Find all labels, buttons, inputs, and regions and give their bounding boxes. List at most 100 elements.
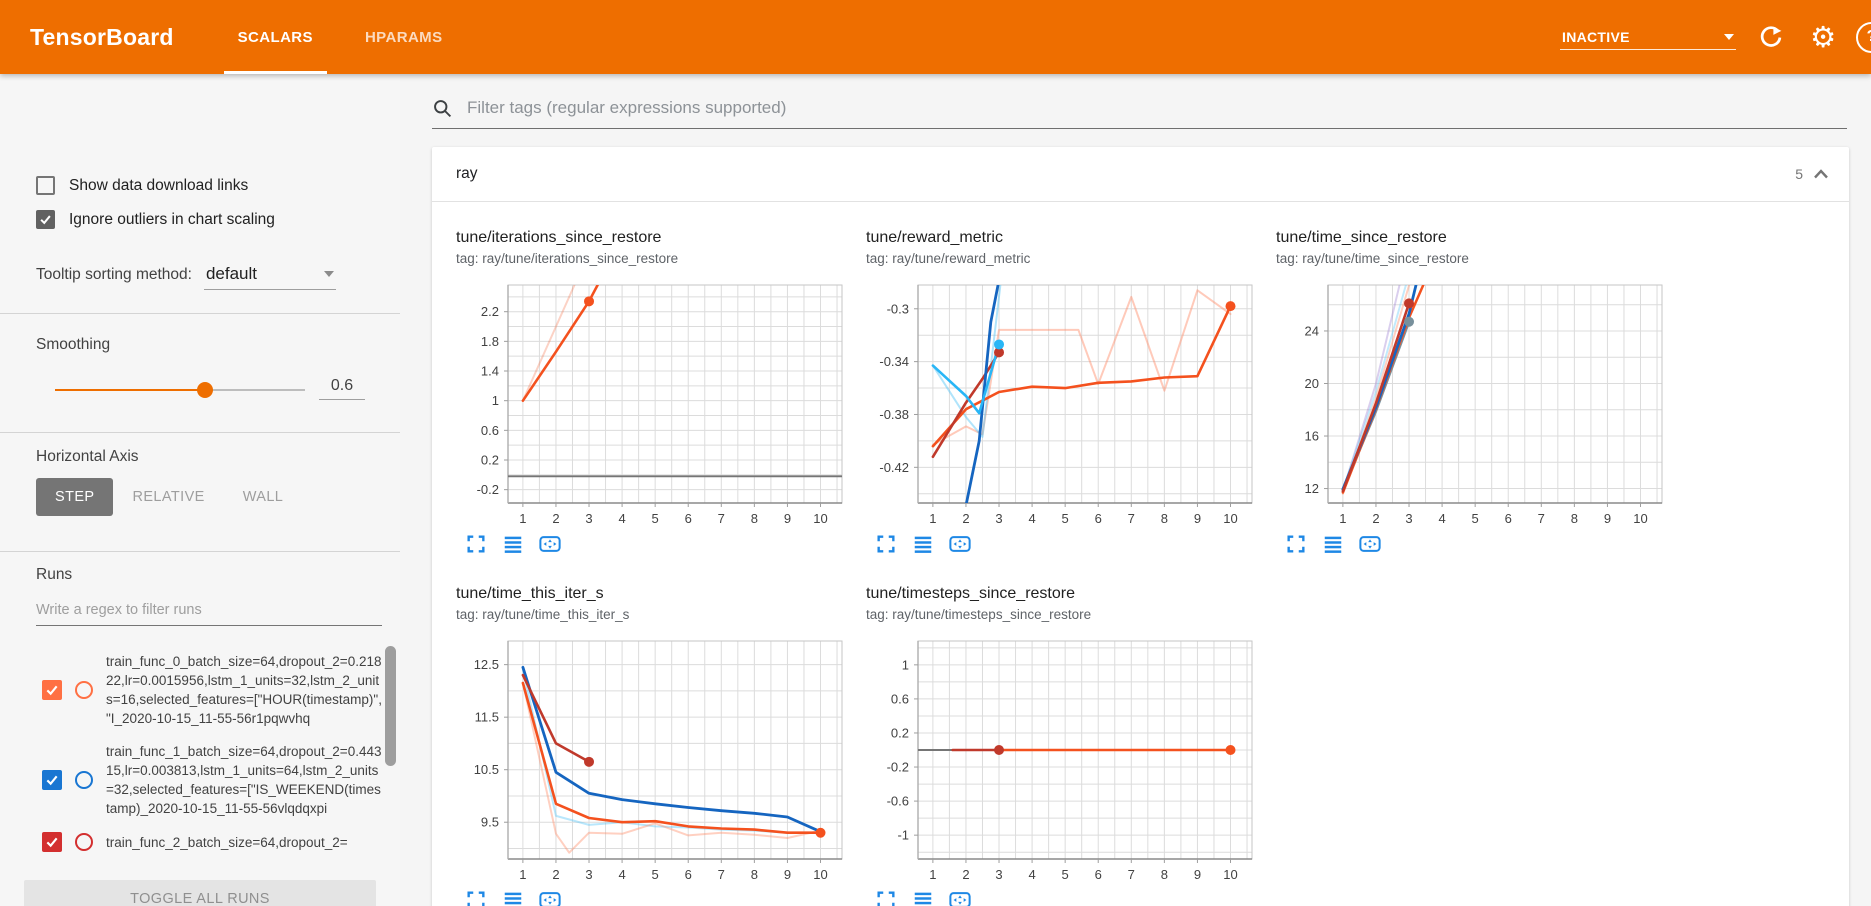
- svg-text:3: 3: [1405, 511, 1412, 526]
- ignore-outliers-checkbox-row[interactable]: Ignore outliers in chart scaling: [36, 210, 275, 229]
- svg-text:-0.38: -0.38: [879, 407, 909, 422]
- run-item-0[interactable]: train_func_0_batch_size=64,dropout_2=0.2…: [0, 640, 400, 728]
- charts-grid: tune/iterations_since_restore tag: ray/tu…: [432, 202, 1849, 906]
- fullscreen-icon[interactable]: [874, 888, 898, 906]
- chart-plot-reward_metric[interactable]: 1 2 3 4 5 6 7 8 9 10 -0.3 -0.34 -0.38 -0.42: [866, 280, 1260, 530]
- chart-plot-time_this_iter_s[interactable]: 1 2 3 4 5 6 7 8 9 10 12.5 11.5 10.5 9.5: [456, 636, 850, 886]
- chart-actions: [456, 532, 850, 556]
- axis-option-step[interactable]: STEP: [36, 478, 114, 516]
- svg-text:10: 10: [1633, 511, 1647, 526]
- svg-text:4: 4: [1028, 511, 1035, 526]
- refresh-icon[interactable]: [1754, 20, 1788, 54]
- log-scale-icon[interactable]: [501, 888, 525, 906]
- svg-text:5: 5: [652, 511, 659, 526]
- section-title: ray: [456, 165, 478, 182]
- chart-tag: tag: ray/tune/time_this_iter_s: [456, 607, 630, 622]
- svg-text:-0.6: -0.6: [887, 794, 909, 809]
- chart-title: tune/timesteps_since_restore: [866, 585, 1075, 602]
- section-collapse-control[interactable]: 5: [1795, 166, 1829, 182]
- chart-title: tune/iterations_since_restore: [456, 229, 662, 246]
- fit-domain-icon[interactable]: [538, 888, 562, 906]
- svg-text:2.2: 2.2: [481, 304, 499, 319]
- svg-text:7: 7: [1538, 511, 1545, 526]
- log-scale-icon[interactable]: [911, 532, 935, 556]
- toggle-all-runs-button[interactable]: TOGGLE ALL RUNS: [24, 880, 376, 906]
- smoothing-slider[interactable]: [55, 382, 305, 398]
- svg-text:2: 2: [552, 511, 559, 526]
- run-name: train_func_0_batch_size=64,dropout_2=0.2…: [106, 654, 382, 726]
- sidebar-scrollbar[interactable]: [385, 646, 396, 766]
- chevron-down-icon: [1724, 33, 1734, 40]
- fullscreen-icon[interactable]: [1284, 532, 1308, 556]
- log-scale-icon[interactable]: [911, 888, 935, 906]
- smoothing-slider-thumb[interactable]: [197, 382, 213, 398]
- svg-text:6: 6: [685, 867, 692, 882]
- svg-text:4: 4: [618, 867, 625, 882]
- axis-option-relative[interactable]: RELATIVE: [132, 489, 205, 505]
- fullscreen-icon[interactable]: [464, 532, 488, 556]
- svg-text:8: 8: [1571, 511, 1578, 526]
- svg-text:2: 2: [1372, 511, 1379, 526]
- fit-domain-icon[interactable]: [1358, 532, 1382, 556]
- chart-actions: [866, 532, 1260, 556]
- svg-text:2: 2: [962, 511, 969, 526]
- smoothing-value[interactable]: 0.6: [319, 377, 365, 400]
- svg-text:9: 9: [1604, 511, 1611, 526]
- show-download-links-checkbox-row[interactable]: Show data download links: [36, 176, 248, 195]
- tooltip-sorting-label: Tooltip sorting method:: [36, 266, 192, 283]
- sidebar: Show data download links Ignore outliers…: [0, 74, 400, 906]
- chart-plot-iterations_since_restore[interactable]: 1 2 3 4 5 6 7 8 9 10 2.2 1.8 1.4 1 0.6 0.2 -0.2: [456, 280, 850, 530]
- tag-filter-input[interactable]: [465, 97, 1847, 119]
- divider: [0, 551, 400, 552]
- runs-filter-input[interactable]: [36, 598, 382, 626]
- run-checkbox[interactable]: [42, 680, 62, 700]
- tooltip-sorting-dropdown[interactable]: default: [203, 262, 336, 290]
- fullscreen-icon[interactable]: [464, 888, 488, 906]
- ray-section-header[interactable]: ray 5: [432, 147, 1849, 202]
- run-checkbox[interactable]: [42, 832, 62, 852]
- svg-text:6: 6: [1505, 511, 1512, 526]
- ray-section-card: ray 5 tune/iterations_since_restore tag: …: [432, 147, 1849, 906]
- fit-domain-icon[interactable]: [948, 888, 972, 906]
- axis-option-wall[interactable]: WALL: [242, 489, 284, 505]
- run-solo-radio[interactable]: [75, 771, 93, 789]
- smoothing-slider-fill: [55, 389, 205, 391]
- svg-text:11.5: 11.5: [475, 710, 499, 725]
- log-scale-icon[interactable]: [501, 532, 525, 556]
- chart-card-iterations_since_restore: tune/iterations_since_restore tag: ray/tu…: [456, 228, 850, 556]
- svg-text:6: 6: [1095, 867, 1102, 882]
- help-icon[interactable]: ?: [1856, 21, 1871, 53]
- svg-text:3: 3: [585, 867, 592, 882]
- run-item-2[interactable]: train_func_2_batch_size=64,dropout_2=: [0, 832, 400, 852]
- run-item-1[interactable]: train_func_1_batch_size=64,dropout_2=0.4…: [0, 742, 400, 818]
- svg-text:8: 8: [751, 867, 758, 882]
- chevron-down-icon: [323, 271, 334, 277]
- fit-domain-icon[interactable]: [948, 532, 972, 556]
- tag-filter-row: [432, 88, 1847, 129]
- show-download-links-checkbox[interactable]: [36, 176, 55, 195]
- chart-plot-timesteps_since_restore[interactable]: 1 2 3 4 5 6 7 8 9 10 1 0.6 0.2 -0.2 -0.6 -1: [866, 636, 1260, 886]
- run-solo-radio[interactable]: [75, 833, 93, 851]
- settings-icon[interactable]: ⚙: [1810, 19, 1836, 54]
- fit-domain-icon[interactable]: [538, 532, 562, 556]
- svg-text:2: 2: [552, 867, 559, 882]
- log-scale-icon[interactable]: [1321, 532, 1345, 556]
- reload-status-dropdown[interactable]: INACTIVE: [1560, 25, 1736, 50]
- svg-text:1.4: 1.4: [481, 364, 499, 379]
- svg-text:7: 7: [718, 511, 725, 526]
- run-solo-radio[interactable]: [75, 681, 93, 699]
- svg-text:7: 7: [1128, 867, 1135, 882]
- ignore-outliers-checkbox[interactable]: [36, 210, 55, 229]
- fullscreen-icon[interactable]: [874, 532, 898, 556]
- svg-text:7: 7: [1128, 511, 1135, 526]
- run-checkbox[interactable]: [42, 770, 62, 790]
- svg-text:10.5: 10.5: [474, 762, 499, 777]
- tab-bar: SCALARS HPARAMS: [212, 0, 469, 74]
- chart-tag: tag: ray/tune/timesteps_since_restore: [866, 607, 1092, 622]
- tab-hparams[interactable]: HPARAMS: [364, 28, 443, 46]
- tab-scalars[interactable]: SCALARS: [212, 0, 339, 74]
- runs-filter-row: [36, 598, 382, 626]
- svg-text:4: 4: [618, 511, 625, 526]
- svg-text:24: 24: [1305, 323, 1319, 338]
